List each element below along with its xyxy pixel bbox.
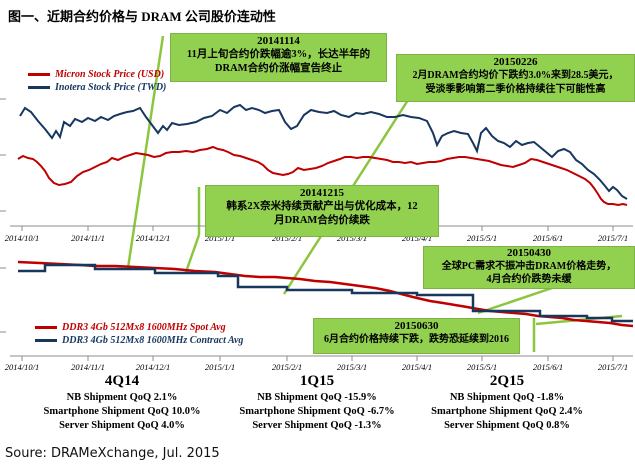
x-axis-label: 2014/12/1	[135, 233, 171, 243]
annotation-date: 20150430	[507, 247, 551, 259]
x-axis-label: 2015/2/1	[271, 233, 303, 243]
series-layer	[0, 98, 634, 361]
legend-item-inotera: Inotera Stock Price (TWD)	[28, 82, 166, 93]
quarter-stats-1q15: 1Q15 NB Shipment QoQ -15.9% Smartphone S…	[202, 373, 432, 433]
x-axis-label: 2015/4/1	[401, 233, 433, 243]
x-axis-label: 2015/5/1	[466, 362, 498, 372]
annotation-box-20150630: 20150630 6月合约价格持续下跌，跌势恐延续到2016	[313, 318, 520, 354]
stat-nb-shipment: NB Shipment QoQ -1.8%	[449, 392, 565, 403]
stat-nb-shipment: NB Shipment QoQ 2.1%	[66, 392, 178, 403]
x-axis-label: 2015/6/1	[532, 233, 564, 243]
x-axis-label: 2015/1/1	[204, 362, 236, 372]
x-axis-label: 2015/7/1	[597, 233, 629, 243]
quarter-stats-4q14: 4Q14 NB Shipment QoQ 2.1% Smartphone Shi…	[7, 373, 237, 433]
source-caption: Soure: DRAMeXchange, Jul. 2015	[5, 446, 220, 461]
legend-item-contract: DDR3 4Gb 512Mx8 1600MHz Contract Avg	[35, 335, 243, 346]
stat-server-shipment: Server Shipment QoQ -1.3%	[252, 420, 382, 431]
stat-server-shipment: Server Shipment QoQ 0.8%	[444, 420, 570, 431]
x-axis-label: 2015/7/1	[597, 362, 629, 372]
stat-smartphone-shipment: Smartphone Shipment QoQ 2.4%	[431, 406, 583, 417]
annotation-date: 20150226	[493, 56, 538, 68]
stock-series-line	[19, 103, 628, 200]
x-axis-label: 2014/12/1	[135, 362, 171, 372]
annotation-date: 20150630	[394, 320, 439, 332]
page-title: 图一、近期合约价格与 DRAM 公司股价连动性	[8, 9, 276, 24]
legend-label: DDR3 4Gb 512Mx8 1600MHz Contract Avg	[62, 335, 244, 346]
legend-item-micron: Micron Stock Price (USD)	[28, 69, 164, 80]
annotation-text: 6月合约价格持续下跌，跌势恐延续到2016	[324, 334, 509, 345]
annotation-text: DRAM合约价涨幅宣告终止	[214, 63, 343, 74]
annotation-box-20141114: 20141114 11月上旬合约价跌幅逾3%，长达半年的 DRAM合约价涨幅宣告…	[170, 33, 387, 82]
quarter-label: 2Q15	[489, 373, 525, 389]
annotation-text: 受淡季影响第二季价格持续往下可能性高	[425, 84, 606, 95]
annotation-text: 月DRAM合约价续跌	[274, 215, 370, 226]
x-axis-label: 2015/3/1	[336, 362, 368, 372]
annotation-text: 11月上旬合约价跌幅逾3%，长达半年的	[186, 49, 371, 60]
quarter-label: 1Q15	[299, 373, 335, 389]
callout-line-20141215	[184, 234, 201, 273]
stat-nb-shipment: NB Shipment QoQ -15.9%	[257, 392, 377, 403]
legend-label: Inotera Stock Price (TWD)	[55, 82, 167, 93]
inotera-line-swatch	[28, 86, 50, 89]
annotation-box-20150430: 20150430 全球PC需求不振冲击DRAM价格走势， 4月合约价跌势未缓	[423, 246, 635, 289]
x-axis-label: 2015/1/1	[204, 233, 236, 243]
annotation-text: 韩系2X奈米持续贡献产出与优化成本，12	[226, 201, 418, 212]
x-axis-label: 2014/10/1	[4, 362, 40, 372]
spot-line-swatch	[35, 326, 57, 329]
legend-label: Micron Stock Price (USD)	[55, 69, 165, 80]
callout-line-20141114	[126, 35, 165, 269]
x-axis-label: 2014/11/1	[71, 362, 105, 372]
stock-series-line	[17, 145, 628, 207]
annotation-text: 4月合约价跌势未缓	[486, 274, 572, 285]
stat-smartphone-shipment: Smartphone Shipment QoQ -6.7%	[239, 406, 395, 417]
stat-smartphone-shipment: Smartphone Shipment QoQ 10.0%	[43, 406, 201, 417]
annotation-date: 20141215	[300, 187, 344, 199]
price-series-line	[18, 263, 633, 323]
annotation-text: 全球PC需求不振冲击DRAM价格走势，	[441, 261, 617, 272]
callout-line-20150430	[477, 285, 556, 315]
x-axis-label: 2014/11/1	[71, 233, 105, 243]
annotation-text: 2月DRAM合约均价下跌约3.0%来到28.5美元，	[412, 70, 619, 81]
x-axis-label: 2015/5/1	[466, 233, 498, 243]
quarter-label: 4Q14	[104, 373, 140, 389]
annotation-date: 20141114	[257, 35, 300, 47]
x-axis-label: 2015/4/1	[401, 362, 433, 372]
contract-line-swatch	[35, 339, 57, 342]
x-axis-label: 2015/6/1	[532, 362, 564, 372]
quarter-stats-2q15: 2Q15 NB Shipment QoQ -1.8% Smartphone Sh…	[392, 373, 622, 433]
x-axis-label: 2015/2/1	[271, 362, 303, 372]
stat-server-shipment: Server Shipment QoQ 4.0%	[59, 420, 185, 431]
legend-label: DDR3 4Gb 512Mx8 1600MHz Spot Avg	[62, 322, 226, 333]
micron-line-swatch	[28, 73, 50, 76]
x-axis-label: 2015/3/1	[336, 233, 368, 243]
legend-item-spot: DDR3 4Gb 512Mx8 1600MHz Spot Avg	[35, 322, 226, 333]
annotation-box-20150226: 20150226 2月DRAM合约均价下跌约3.0%来到28.5美元， 受淡季影…	[396, 54, 635, 102]
x-axis-label: 2014/10/1	[4, 233, 40, 243]
annotation-box-20141215: 20141215 韩系2X奈米持续贡献产出与优化成本，12 月DRAM合约价续跌	[205, 185, 439, 237]
